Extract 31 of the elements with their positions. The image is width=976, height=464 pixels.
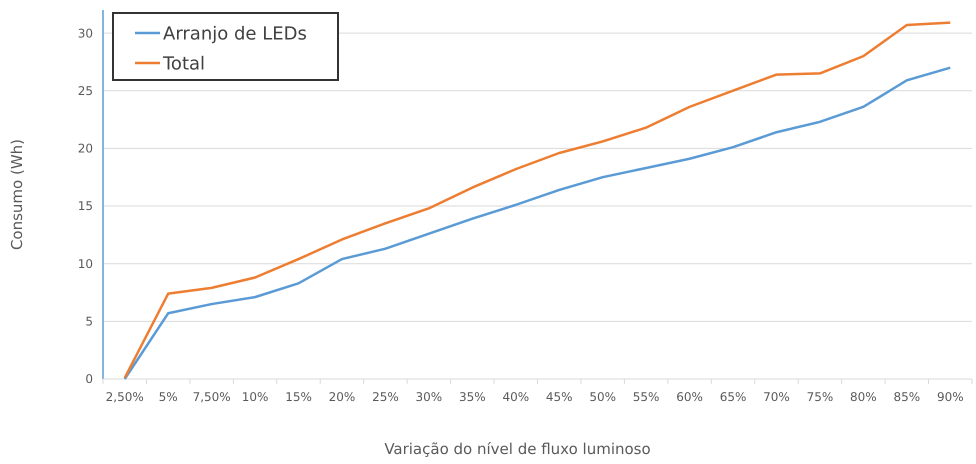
x-tick-label: 7,50% bbox=[192, 390, 231, 404]
y-tick-label: 20 bbox=[78, 142, 93, 156]
x-tick-label: 5% bbox=[158, 390, 178, 404]
x-tick-label: 55% bbox=[632, 390, 660, 404]
x-tick-label: 35% bbox=[458, 390, 486, 404]
y-tick-label: 30 bbox=[78, 26, 93, 40]
x-tick-label: 60% bbox=[676, 390, 703, 404]
legend-label: Total bbox=[162, 53, 206, 74]
x-tick-label: 2,50% bbox=[106, 390, 144, 404]
y-tick-label: 25 bbox=[78, 84, 93, 98]
x-axis-title: Variação do nível de fluxo luminoso bbox=[384, 440, 651, 458]
x-tick-label: 90% bbox=[936, 390, 964, 404]
x-tick-label: 40% bbox=[502, 390, 530, 404]
y-tick-label: 15 bbox=[78, 199, 93, 214]
y-tick-label: 5 bbox=[85, 314, 93, 329]
x-tick-label: 70% bbox=[763, 390, 790, 404]
x-tick-label: 25% bbox=[372, 390, 399, 404]
x-tick-label: 15% bbox=[285, 390, 312, 404]
x-tick-label: 65% bbox=[720, 390, 746, 404]
x-tick-label: 20% bbox=[328, 390, 356, 404]
y-tick-label: 10 bbox=[78, 256, 93, 271]
x-tick-label: 80% bbox=[850, 390, 877, 404]
x-tick-label: 75% bbox=[806, 390, 834, 404]
x-tick-label: 10% bbox=[242, 390, 268, 404]
legend-label: Arranjo de LEDs bbox=[163, 23, 307, 44]
x-tick-label: 30% bbox=[416, 390, 442, 404]
x-tick-label: 45% bbox=[546, 390, 573, 404]
y-axis-title: Consumo (Wh) bbox=[8, 138, 26, 250]
y-tick-label: 0 bbox=[85, 372, 93, 386]
x-tick-label: 85% bbox=[893, 390, 920, 404]
x-tick-label: 50% bbox=[589, 390, 616, 404]
